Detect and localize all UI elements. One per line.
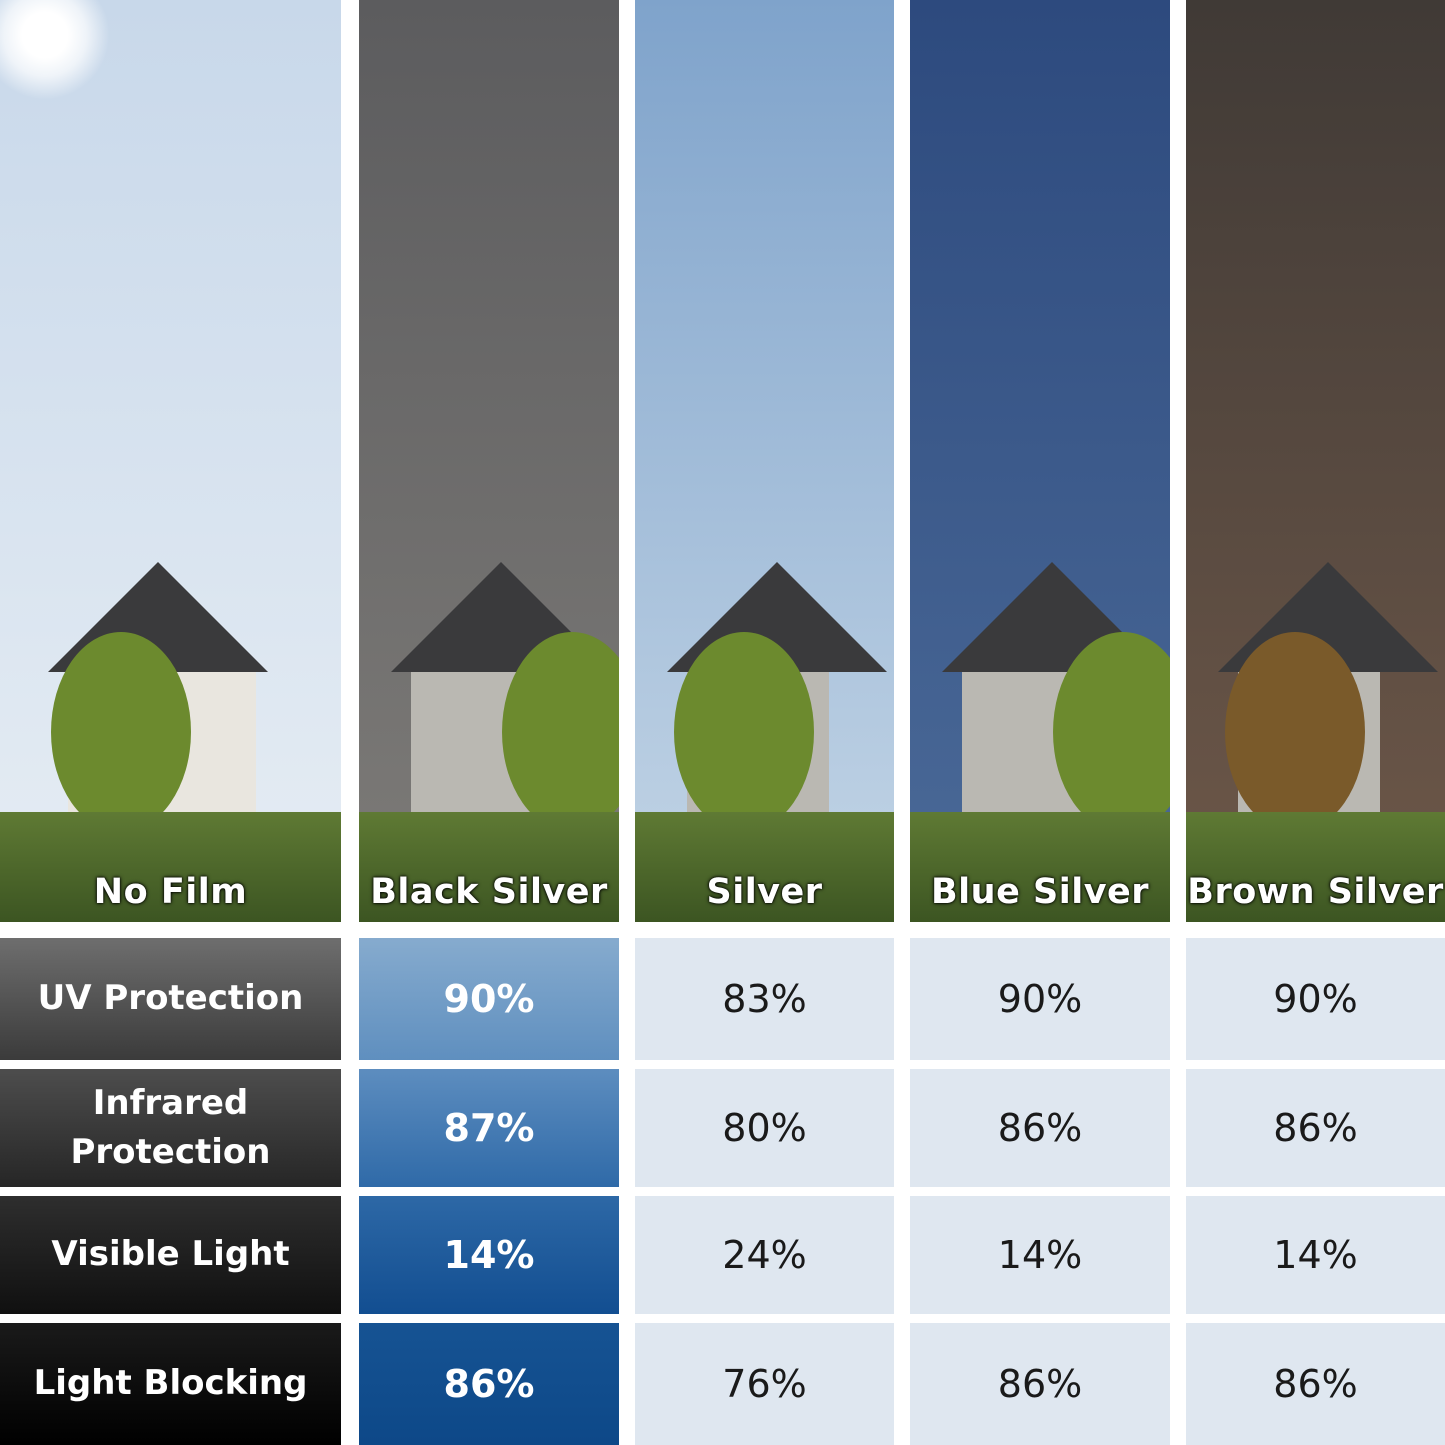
hedge-image bbox=[0, 812, 341, 922]
value-cell-brown-silver: 86% bbox=[1186, 1323, 1445, 1445]
film-panel-silver: Silver bbox=[635, 0, 894, 922]
value-cell-brown-silver: 86% bbox=[1186, 1069, 1445, 1187]
tree-image bbox=[502, 632, 619, 832]
value-cell-black-silver: 87% bbox=[359, 1069, 619, 1187]
film-name-label: No Film bbox=[93, 872, 248, 912]
value-cell-blue-silver: 86% bbox=[910, 1323, 1170, 1445]
tree-image bbox=[1053, 632, 1170, 832]
value-cell-black-silver: 86% bbox=[359, 1323, 619, 1445]
sun-icon bbox=[0, 0, 110, 100]
tree-image bbox=[1224, 632, 1365, 832]
value-cell-black-silver: 90% bbox=[359, 938, 619, 1060]
film-panel-no-film: No Film bbox=[0, 0, 341, 922]
row-label-light-blocking: Light Blocking bbox=[0, 1323, 341, 1445]
film-panel-black-silver: Black Silver bbox=[359, 0, 619, 922]
film-name-label: Black Silver bbox=[370, 872, 608, 912]
film-panel-blue-silver: Blue Silver bbox=[910, 0, 1170, 922]
value-cell-silver: 80% bbox=[635, 1069, 894, 1187]
film-name-label: Brown Silver bbox=[1187, 872, 1444, 912]
value-cell-blue-silver: 86% bbox=[910, 1069, 1170, 1187]
row-label-infrared-protection: Infrared Protection bbox=[0, 1069, 341, 1187]
hedge-image bbox=[1186, 812, 1445, 922]
tree-image bbox=[51, 632, 192, 832]
value-cell-blue-silver: 14% bbox=[910, 1196, 1170, 1314]
value-cell-brown-silver: 14% bbox=[1186, 1196, 1445, 1314]
hedge-image bbox=[910, 812, 1170, 922]
value-cell-silver: 76% bbox=[635, 1323, 894, 1445]
value-cell-brown-silver: 90% bbox=[1186, 938, 1445, 1060]
row-label-visible-light: Visible Light bbox=[0, 1196, 341, 1314]
hedge-image bbox=[635, 812, 894, 922]
film-name-label: Blue Silver bbox=[930, 872, 1150, 912]
row-label-uv-protection: UV Protection bbox=[0, 938, 341, 1060]
value-cell-silver: 83% bbox=[635, 938, 894, 1060]
film-name-label: Silver bbox=[706, 872, 823, 912]
tree-image bbox=[673, 632, 814, 832]
value-cell-blue-silver: 90% bbox=[910, 938, 1170, 1060]
film-panel-brown-silver: Brown Silver bbox=[1186, 0, 1445, 922]
value-cell-silver: 24% bbox=[635, 1196, 894, 1314]
hedge-image bbox=[359, 812, 619, 922]
value-cell-black-silver: 14% bbox=[359, 1196, 619, 1314]
